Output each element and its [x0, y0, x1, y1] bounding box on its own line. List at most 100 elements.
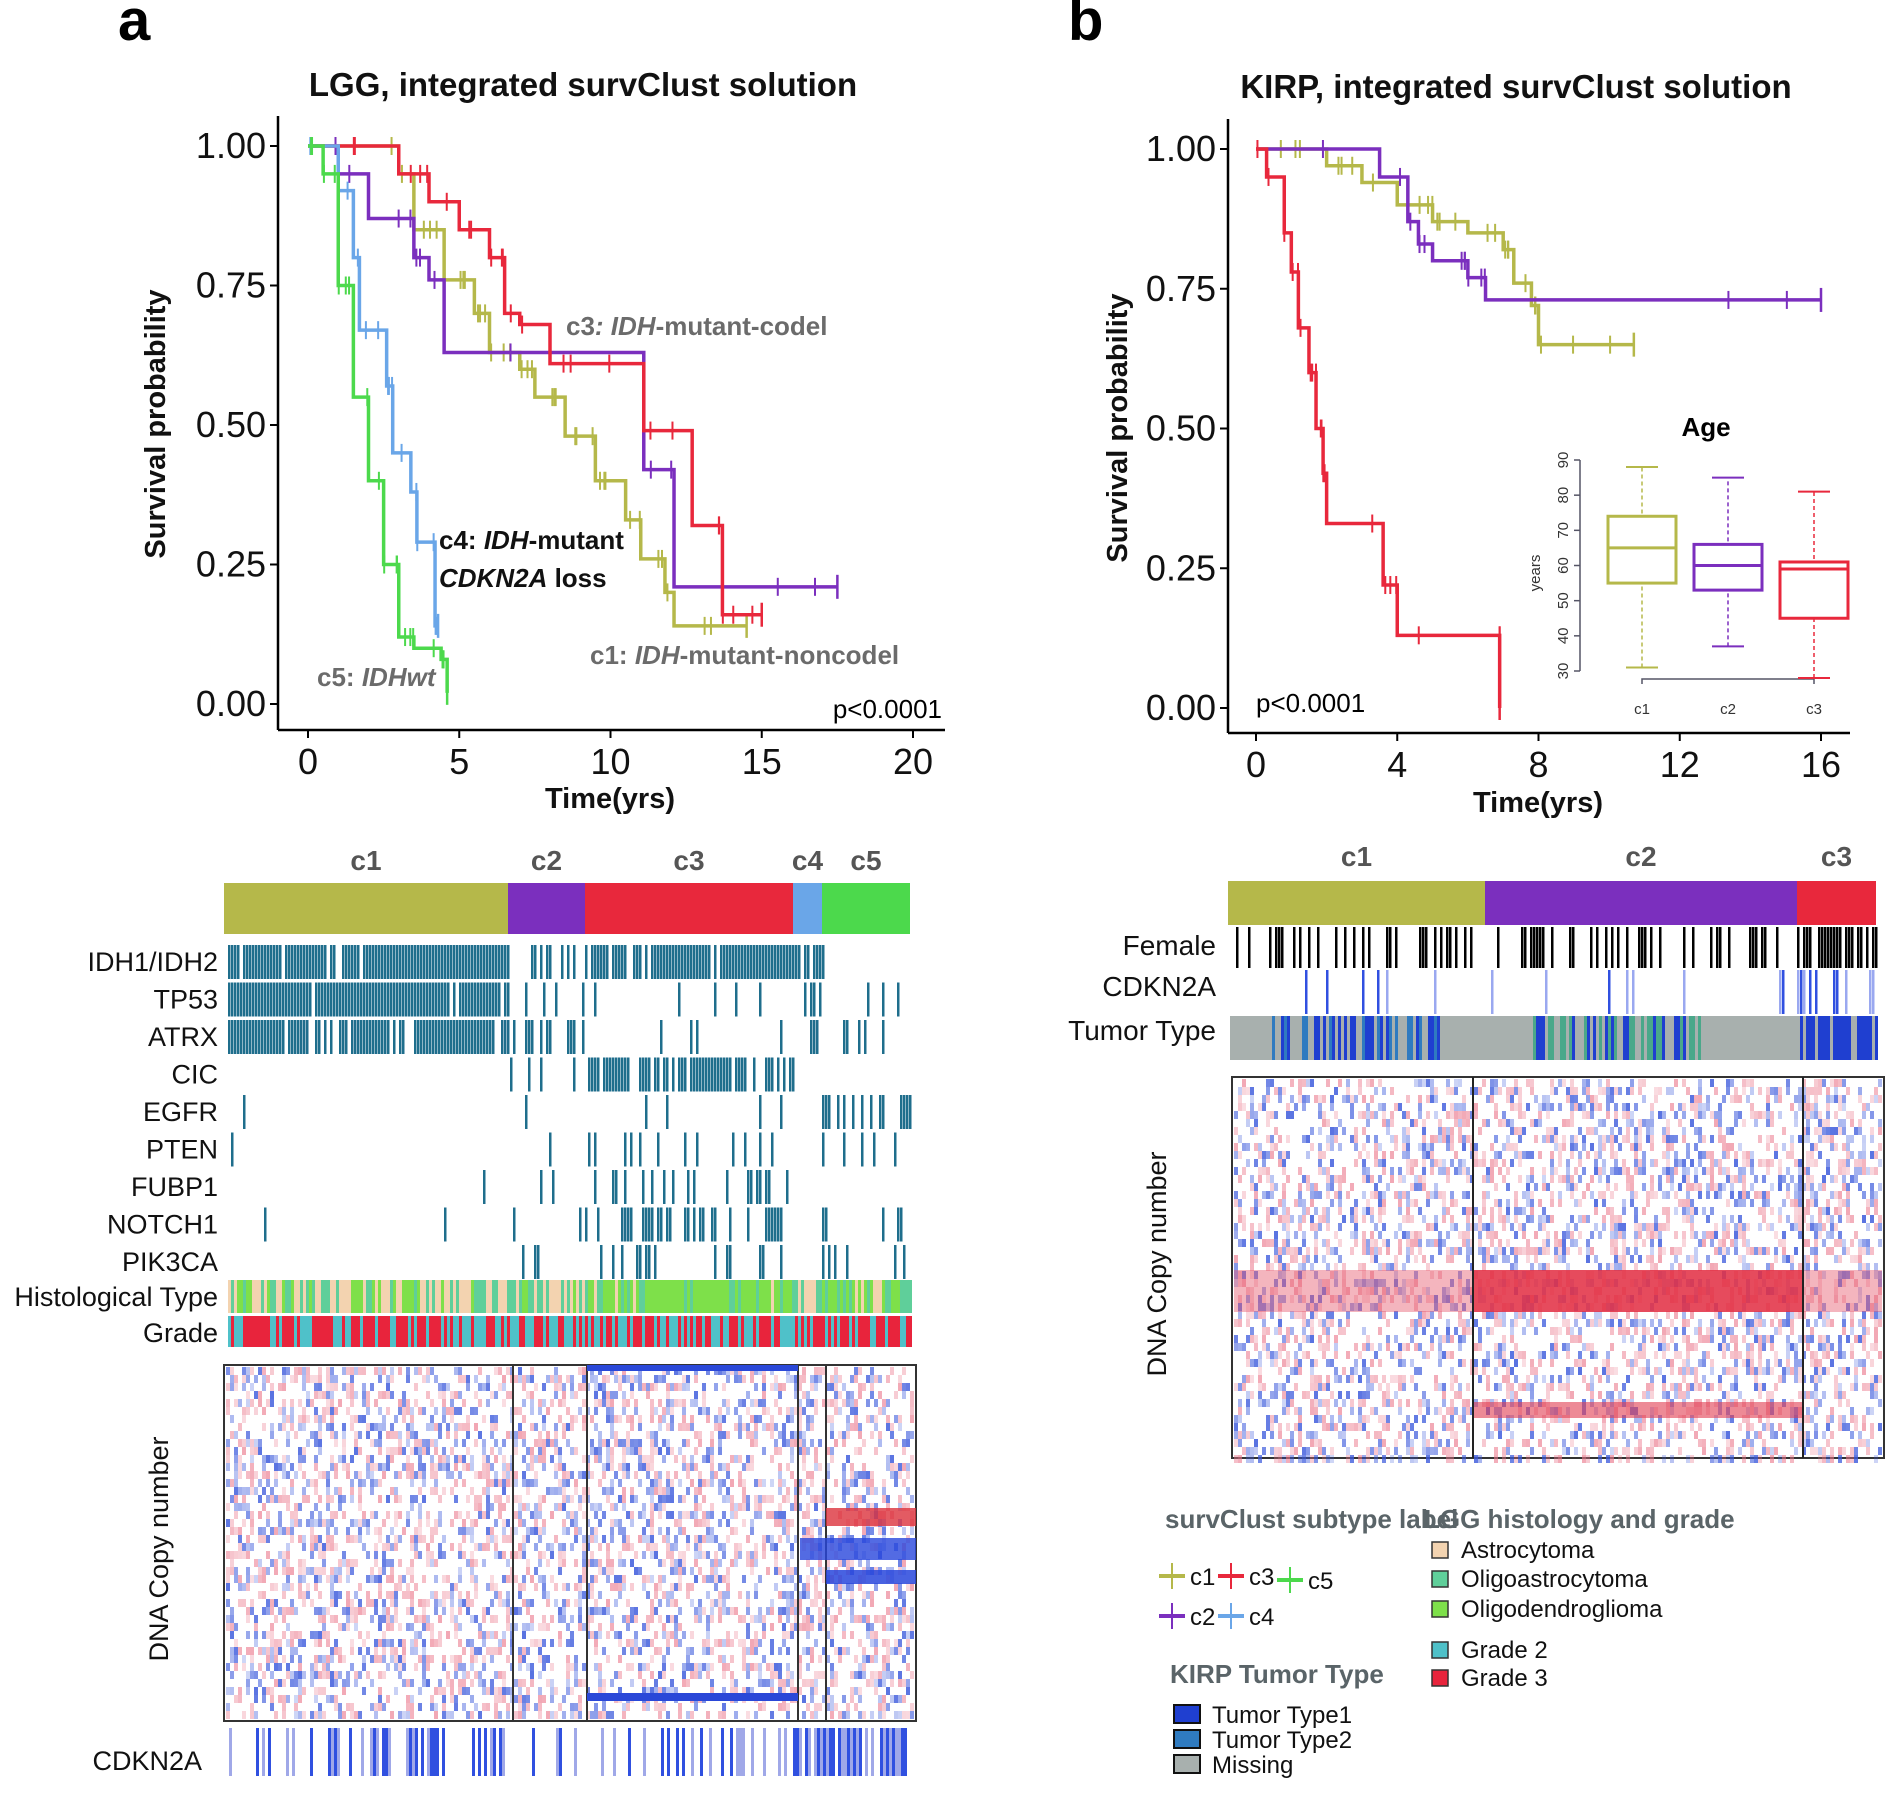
cn-cell: [382, 1471, 386, 1479]
cn-cell: [594, 1399, 598, 1407]
mutation-mark: [696, 945, 699, 979]
cn-cell: [298, 1591, 302, 1599]
grade-cell: [828, 1316, 831, 1347]
cn-cell: [486, 1511, 490, 1519]
cn-cell: [338, 1487, 342, 1495]
cn-cell: [310, 1375, 314, 1383]
cn-cell: [226, 1367, 230, 1375]
cn-cell: [770, 1663, 774, 1671]
cn-cell: [674, 1623, 678, 1631]
cn-cell: [818, 1567, 822, 1575]
cn-cell: [726, 1631, 730, 1639]
histology-cell: [846, 1280, 849, 1313]
cn-cell: [442, 1591, 446, 1599]
cn-cell: [602, 1487, 606, 1495]
grade-cell: [393, 1316, 396, 1347]
female-mark: [1521, 927, 1524, 968]
cn-cell: [666, 1615, 670, 1623]
cn-cell: [674, 1399, 678, 1407]
cn-cell: [606, 1487, 610, 1495]
mutation-mark: [366, 982, 369, 1017]
histology-cell: [888, 1280, 891, 1313]
mutation-mark: [552, 1170, 555, 1204]
histology-cell: [828, 1280, 831, 1313]
cn-cell: [778, 1391, 782, 1399]
cn-cell: [658, 1583, 662, 1591]
mutation-mark: [567, 945, 570, 979]
tumor-type-cell: [1665, 1016, 1668, 1060]
age-y-tick-label: 50: [1555, 592, 1572, 609]
cn-cell: [422, 1639, 426, 1647]
mutation-mark: [825, 1095, 828, 1129]
cn-cell: [642, 1639, 646, 1647]
cn-cell: [398, 1639, 402, 1647]
cn-cell: [654, 1471, 658, 1479]
cdkn2a-cell: [385, 1728, 388, 1776]
mutation-mark: [249, 945, 252, 979]
mutation-mark: [828, 1095, 831, 1129]
histology-cell: [276, 1280, 279, 1313]
mutation-mark: [324, 1020, 327, 1054]
cn-cell: [522, 1647, 526, 1655]
mutation-mark: [285, 945, 288, 979]
grade-cell: [618, 1316, 621, 1347]
cn-cell: [498, 1671, 502, 1679]
histology-cell: [555, 1280, 558, 1313]
cn-cell: [514, 1551, 518, 1559]
cn-cell: [270, 1391, 274, 1399]
cn-cell: [406, 1679, 410, 1687]
histology-cell: [522, 1280, 525, 1313]
cn-cell: [666, 1711, 670, 1719]
mutation-mark: [639, 945, 642, 979]
cn-cell: [882, 1679, 886, 1687]
cn-cell: [330, 1519, 334, 1527]
mutation-mark: [744, 945, 747, 979]
cn-cell: [326, 1503, 330, 1511]
cn-cell: [786, 1663, 790, 1671]
cn-cell: [690, 1479, 694, 1487]
cn-cell: [410, 1567, 414, 1575]
cn-cell: [754, 1663, 758, 1671]
cn-cell: [606, 1575, 610, 1583]
cn-cell: [258, 1591, 262, 1599]
mutation-mark: [354, 1020, 357, 1054]
cn-cell: [262, 1631, 266, 1639]
cn-cell: [494, 1711, 498, 1719]
tumor-type-cell: [1518, 1016, 1521, 1060]
cn-cell: [654, 1631, 658, 1639]
cn-cell: [434, 1527, 438, 1535]
tumor-type-cell: [1650, 1016, 1653, 1060]
histology-cell: [294, 1280, 297, 1313]
cn-cell: [486, 1607, 490, 1615]
mutation-mark: [828, 1245, 831, 1279]
cn-cell: [610, 1615, 614, 1623]
cn-cell: [406, 1399, 410, 1407]
gene-label: CIC: [172, 1060, 219, 1090]
cn-cell: [554, 1687, 558, 1695]
cn-cell: [658, 1375, 662, 1383]
cn-cell: [842, 1559, 846, 1567]
cn-cell: [790, 1415, 794, 1423]
histology-cell: [873, 1280, 876, 1313]
cn-cell: [486, 1543, 490, 1551]
female-mark: [1299, 927, 1302, 968]
mutation-mark: [249, 1020, 252, 1054]
cn-cell: [598, 1383, 602, 1391]
cn-cell: [694, 1575, 698, 1583]
cn-cell: [494, 1695, 498, 1703]
mutation-mark: [705, 1057, 708, 1092]
cn-cell: [306, 1399, 310, 1407]
histology-cell: [741, 1280, 744, 1313]
cn-cell: [574, 1479, 578, 1487]
cn-cell: [662, 1487, 666, 1495]
grade-cell: [738, 1316, 741, 1347]
cn-cell: [658, 1647, 662, 1655]
mutation-mark: [780, 945, 783, 979]
cn-cell: [262, 1375, 266, 1383]
cn-cell: [422, 1447, 426, 1455]
grade-cell: [657, 1316, 660, 1347]
grade-cell: [822, 1316, 825, 1347]
cn-cell: [238, 1647, 242, 1655]
cn-cell: [758, 1503, 762, 1511]
cdkn2a-cell: [331, 1728, 334, 1776]
